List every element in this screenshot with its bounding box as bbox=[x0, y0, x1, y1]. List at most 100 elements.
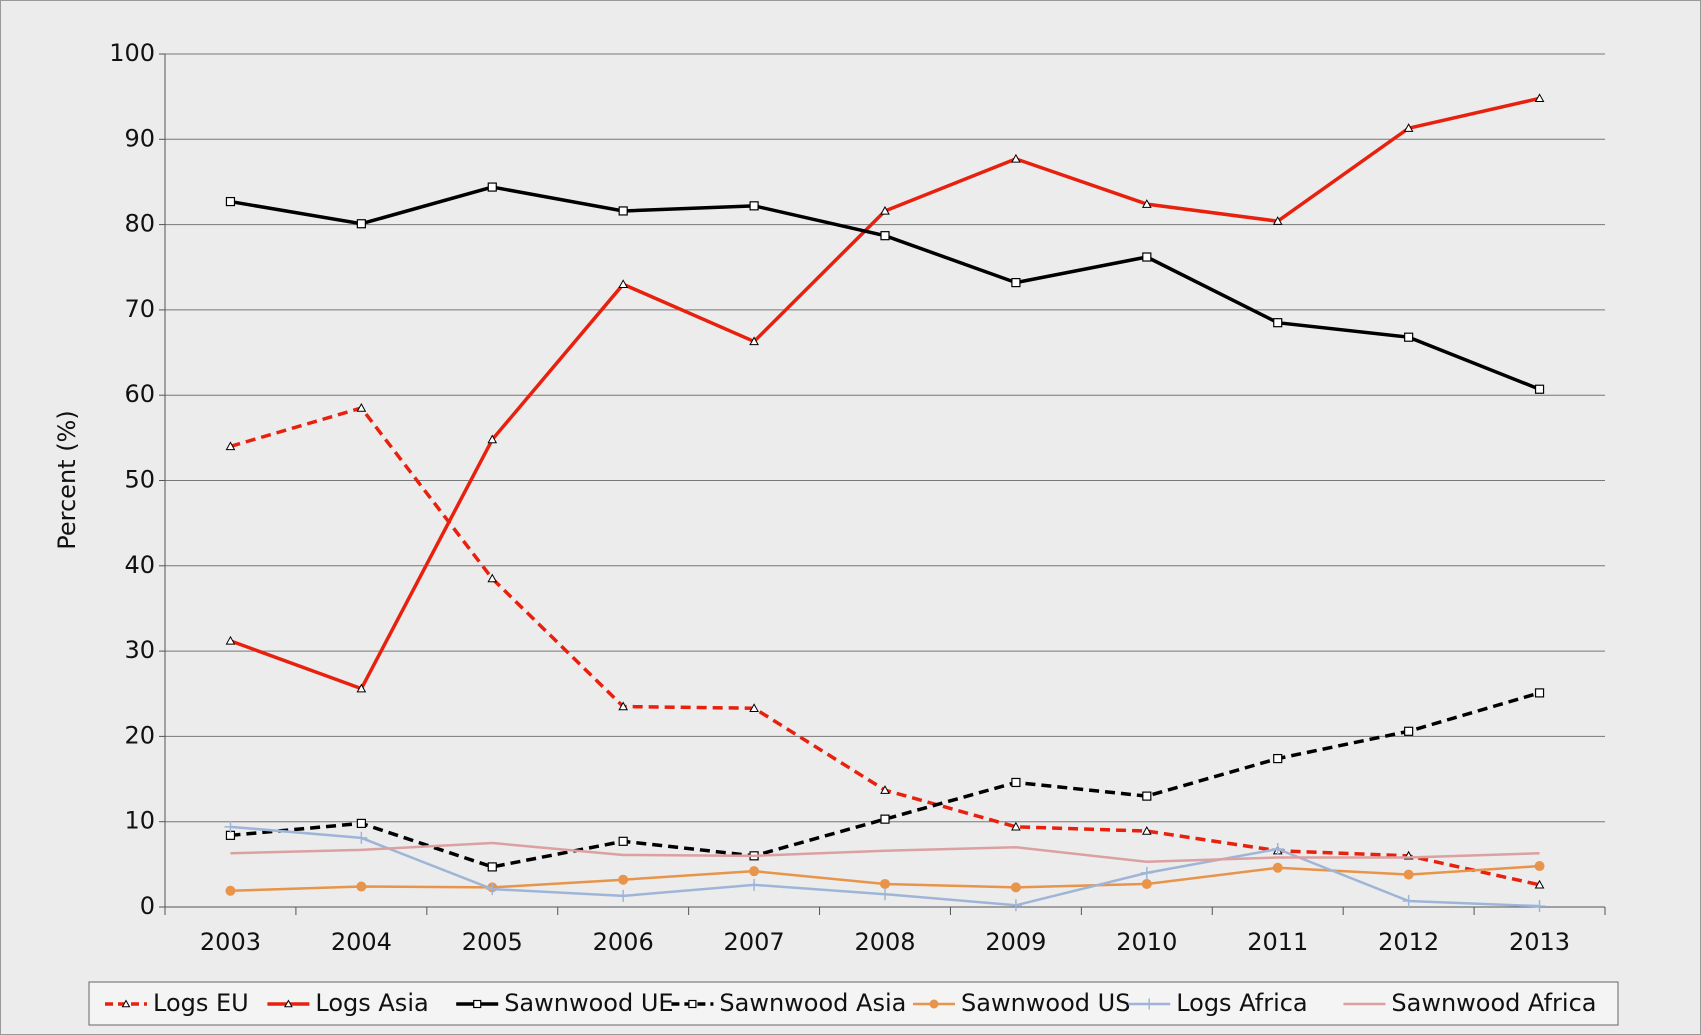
marker bbox=[749, 336, 759, 346]
x-tick-label: 2012 bbox=[1378, 928, 1439, 956]
marker bbox=[749, 866, 760, 877]
y-tick-label: 90 bbox=[124, 124, 155, 152]
x-tick-label: 2013 bbox=[1509, 928, 1570, 956]
marker bbox=[1273, 753, 1283, 764]
y-tick-label: 100 bbox=[109, 39, 155, 67]
marker bbox=[880, 785, 890, 794]
y-tick-label: 0 bbox=[140, 892, 155, 920]
legend-label: Sawnwood Asia bbox=[719, 989, 906, 1017]
marker bbox=[618, 279, 629, 289]
marker bbox=[225, 196, 236, 207]
marker bbox=[487, 182, 497, 192]
legend-label: Logs Asia bbox=[315, 989, 428, 1017]
marker bbox=[1142, 252, 1152, 262]
x-tick-label: 2005 bbox=[462, 928, 523, 956]
marker bbox=[1009, 899, 1022, 912]
marker bbox=[618, 206, 628, 216]
legend-label: Sawnwood US bbox=[961, 989, 1130, 1017]
legend-label: Logs Africa bbox=[1176, 989, 1307, 1017]
y-tick-label: 30 bbox=[124, 636, 155, 664]
marker bbox=[1404, 332, 1414, 342]
marker bbox=[618, 874, 629, 885]
marker bbox=[1534, 384, 1545, 394]
marker bbox=[224, 820, 237, 833]
marker bbox=[225, 441, 236, 451]
marker bbox=[225, 635, 236, 645]
marker bbox=[749, 703, 759, 712]
y-tick-label: 80 bbox=[124, 210, 155, 238]
y-tick-label: 50 bbox=[124, 466, 155, 494]
y-tick-label: 20 bbox=[124, 721, 155, 749]
marker bbox=[880, 231, 890, 241]
marker bbox=[618, 836, 628, 846]
marker bbox=[1403, 869, 1414, 880]
marker bbox=[487, 434, 498, 444]
y-tick-label: 60 bbox=[124, 380, 155, 408]
marker bbox=[880, 878, 890, 889]
marker bbox=[225, 885, 236, 896]
marker bbox=[929, 999, 939, 1009]
marker bbox=[356, 402, 367, 412]
y-tick-label: 70 bbox=[124, 295, 155, 323]
marker bbox=[356, 881, 367, 892]
marker bbox=[1011, 153, 1021, 163]
marker bbox=[356, 818, 366, 829]
marker bbox=[879, 888, 891, 901]
marker bbox=[1404, 726, 1414, 736]
y-tick-label: 10 bbox=[124, 807, 155, 835]
marker bbox=[748, 878, 761, 891]
marker bbox=[1011, 278, 1021, 288]
marker bbox=[1011, 821, 1021, 831]
marker bbox=[1272, 216, 1283, 225]
x-tick-label: 2008 bbox=[854, 928, 915, 956]
marker bbox=[618, 701, 629, 711]
y-tick-label: 40 bbox=[124, 551, 155, 579]
marker bbox=[284, 999, 293, 1008]
x-tick-label: 2009 bbox=[985, 928, 1046, 956]
marker bbox=[1534, 861, 1545, 872]
marker bbox=[617, 889, 630, 902]
legend-label: Sawnwood Africa bbox=[1391, 989, 1596, 1017]
x-tick-label: 2006 bbox=[593, 928, 654, 956]
marker bbox=[1140, 866, 1153, 879]
x-tick-label: 2004 bbox=[331, 928, 392, 956]
marker bbox=[1272, 862, 1283, 873]
marker bbox=[356, 219, 366, 229]
marker bbox=[1142, 791, 1152, 801]
marker bbox=[1402, 895, 1415, 908]
marker bbox=[1273, 318, 1283, 328]
marker bbox=[1533, 900, 1546, 913]
marker bbox=[1143, 998, 1155, 1010]
legend-label: Sawnwood UE bbox=[504, 989, 673, 1017]
marker bbox=[1141, 199, 1152, 208]
legend-label: Logs EU bbox=[153, 989, 249, 1017]
marker bbox=[356, 683, 367, 693]
y-axis-label: Percent (%) bbox=[53, 410, 81, 549]
marker bbox=[688, 999, 697, 1009]
marker bbox=[1141, 878, 1152, 889]
marker bbox=[1534, 688, 1545, 698]
marker bbox=[749, 201, 759, 211]
marker bbox=[473, 999, 482, 1009]
marker bbox=[487, 862, 497, 872]
marker bbox=[1011, 777, 1021, 788]
marker bbox=[1534, 93, 1545, 103]
marker bbox=[487, 573, 498, 583]
marker bbox=[486, 883, 499, 896]
marker bbox=[1010, 882, 1021, 893]
marker bbox=[1141, 826, 1152, 835]
series-line bbox=[230, 841, 1540, 864]
marker bbox=[121, 999, 131, 1008]
x-tick-label: 2010 bbox=[1116, 928, 1177, 956]
x-tick-label: 2007 bbox=[724, 928, 785, 956]
marker bbox=[355, 831, 368, 844]
marker bbox=[880, 814, 890, 824]
marker bbox=[880, 205, 890, 215]
marker bbox=[1271, 842, 1284, 855]
x-tick-label: 2011 bbox=[1247, 928, 1308, 956]
marker bbox=[1534, 879, 1545, 889]
marker bbox=[1403, 123, 1414, 132]
x-tick-label: 2003 bbox=[200, 928, 261, 956]
